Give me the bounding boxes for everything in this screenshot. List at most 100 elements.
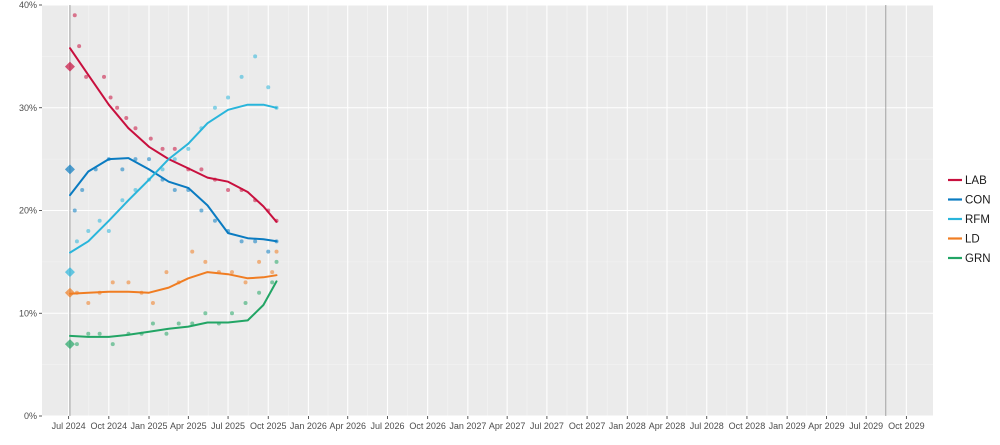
grn-poll-point (274, 259, 279, 264)
x-tick-label: Apr 2025 (170, 421, 207, 431)
x-tick-label: Apr 2028 (649, 421, 686, 431)
grn-poll-point (229, 311, 234, 316)
x-tick-label: Jul 2024 (52, 421, 86, 431)
lab-poll-point (172, 146, 177, 151)
x-tick-label: Apr 2026 (329, 421, 366, 431)
election-result-markers (64, 61, 75, 350)
grn-poll-point (97, 331, 102, 336)
grn-poll-point (110, 342, 115, 347)
x-tick-label: Jan 2026 (290, 421, 327, 431)
ld-poll-point (150, 300, 155, 305)
lab-poll-point (115, 105, 120, 110)
ld-poll-point (229, 270, 234, 275)
grid-lines (42, 4, 933, 417)
rfm-poll-point (253, 54, 258, 59)
con-poll-point (199, 208, 204, 213)
con-poll-point (80, 187, 85, 192)
x-tick-label: Oct 2025 (250, 421, 287, 431)
rfm-poll-point (226, 95, 231, 100)
legend: LAB CON RFM LD GRN (944, 168, 996, 268)
grn-poll-point (243, 300, 248, 305)
trend-lines (69, 47, 278, 338)
con-legend-label: CON (965, 195, 991, 207)
x-tick-label: Oct 2026 (409, 421, 446, 431)
grn-legend-label: GRN (965, 253, 991, 265)
rfm-trend-line (69, 103, 278, 254)
rfm-poll-point (186, 146, 191, 151)
x-tick-label: Jul 2029 (849, 421, 883, 431)
rfm-poll-point (266, 85, 271, 90)
x-tick-label: Jan 2027 (449, 421, 486, 431)
x-tick-label: Oct 2028 (729, 421, 766, 431)
con-poll-point (172, 187, 177, 192)
rfm-poll-point (86, 229, 91, 234)
lab-poll-point (108, 95, 113, 100)
ld-poll-point (86, 300, 91, 305)
grn-poll-point (257, 290, 262, 295)
rfm-legend-label: RFM (965, 214, 990, 226)
lab-poll-point (124, 116, 129, 121)
grn-trend-line (69, 280, 278, 338)
x-tick-label: Oct 2027 (569, 421, 606, 431)
con-trend-line (69, 157, 278, 243)
rfm-poll-point (120, 198, 125, 203)
lab-poll-point (133, 126, 138, 131)
ld-legend-label: LD (965, 234, 980, 246)
grn-poll-point (176, 321, 181, 326)
con-result-marker (64, 164, 75, 175)
grn-result-marker (64, 339, 75, 350)
con-poll-point (133, 157, 138, 162)
rfm-poll-point (212, 105, 217, 110)
x-tick-label: Jul 2027 (530, 421, 564, 431)
rfm-poll-point (74, 239, 79, 244)
rfm-poll-point (106, 229, 111, 234)
rfm-poll-point (172, 157, 177, 162)
x-axis: Jul 2024 Oct 2024 Jan 2025 Apr 2025 Jul 2025… (52, 416, 925, 431)
y-tick-label: 20% (19, 206, 37, 216)
y-tick-label: 40% (19, 0, 37, 10)
ld-poll-point (164, 270, 169, 275)
x-tick-label: Oct 2024 (91, 421, 128, 431)
ld-trend-line (69, 271, 278, 295)
ld-poll-point (110, 280, 115, 285)
x-tick-label: Oct 2029 (888, 421, 925, 431)
ld-poll-point (274, 249, 279, 254)
con-poll-point (239, 239, 244, 244)
x-tick-label: Jan 2025 (130, 421, 167, 431)
lab-poll-point (102, 74, 107, 79)
ld-poll-point (270, 270, 275, 275)
lab-trend-line (69, 47, 278, 223)
grn-poll-point (270, 280, 275, 285)
x-tick-label: Jul 2028 (690, 421, 724, 431)
lab-legend-label: LAB (965, 175, 987, 187)
rfm-result-marker (64, 267, 75, 278)
ld-poll-point (190, 249, 195, 254)
x-tick-label: Jan 2029 (769, 421, 806, 431)
lab-poll-point (84, 74, 89, 79)
lab-result-marker (64, 61, 75, 72)
grn-poll-point (74, 342, 79, 347)
con-poll-point (253, 239, 258, 244)
rfm-poll-point (160, 167, 165, 172)
con-poll-point (72, 208, 77, 213)
ld-poll-point (203, 259, 208, 264)
y-tick-label: 10% (19, 308, 37, 318)
grn-poll-point (150, 321, 155, 326)
x-tick-label: Jul 2026 (370, 421, 404, 431)
x-tick-label: Jan 2028 (609, 421, 646, 431)
grn-poll-point (164, 331, 169, 336)
grn-poll-point (86, 331, 91, 336)
x-tick-label: Jul 2025 (211, 421, 245, 431)
ld-poll-point (243, 280, 248, 285)
lab-poll-point (226, 187, 231, 192)
ld-result-marker (64, 287, 75, 298)
lab-poll-point (199, 167, 204, 172)
y-tick-label: 30% (19, 103, 37, 113)
con-poll-point (147, 157, 152, 162)
con-poll-point (266, 249, 271, 254)
con-poll-point (212, 218, 217, 223)
ld-poll-point (257, 259, 262, 264)
rfm-poll-point (97, 218, 102, 223)
lab-poll-point (148, 136, 153, 141)
